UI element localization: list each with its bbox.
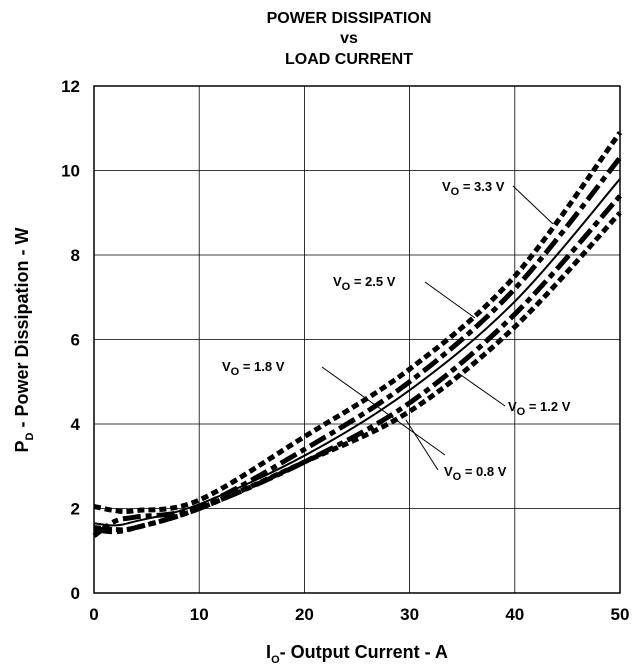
annotation-vo-2-5-main: V [333, 274, 342, 289]
annotation-vo-1-2-main: V [508, 399, 517, 414]
annotation-vo-1-8-main: V [222, 359, 231, 374]
y-tick-labels: 0 2 4 6 8 10 12 [61, 77, 80, 603]
annotation-vo-0-8-rest: = 0.8 V [461, 464, 506, 479]
x-axis-label-subscript: O [271, 654, 280, 666]
x-tick-label-0: 0 [89, 605, 98, 624]
annotation-vo-0-8-sub: O [453, 471, 462, 483]
y-tick-label-10: 10 [61, 162, 80, 181]
x-tick-labels: 0 10 20 30 40 50 [89, 605, 629, 624]
chart-title-line-1: POWER DISSIPATION [267, 10, 432, 27]
annotation-leader-4 [405, 419, 439, 471]
x-axis-label-rest: - Output Current - A [280, 642, 448, 662]
x-tick-label-40: 40 [505, 605, 524, 624]
chart-title: POWER DISSIPATION vs LOAD CURRENT [267, 10, 432, 68]
x-axis-label-main: I [266, 642, 271, 662]
series-line-2 [93, 178, 621, 527]
x-tick-label-50: 50 [611, 605, 630, 624]
annotation-vo-2-5-sub: O [342, 281, 351, 293]
annotation-leader-1 [424, 281, 476, 319]
x-tick-label-10: 10 [190, 605, 209, 624]
y-tick-label-0: 0 [71, 584, 80, 603]
plot-area-frame [93, 85, 621, 594]
series-line-1 [93, 194, 622, 535]
annotation-vo-3-3-sub: O [451, 186, 460, 198]
y-axis-label: PD - Power Dissipation - W [12, 227, 36, 452]
chart-title-line-3: LOAD CURRENT [285, 51, 413, 68]
y-tick-label-2: 2 [71, 500, 80, 519]
annotation-vo-0-8: VO = 0.8 V [444, 464, 507, 483]
annotation-vo-1-2-sub: O [517, 406, 526, 418]
annotation-vo-2-5-rest: = 2.5 V [350, 274, 395, 289]
annotation-vo-1-2: VO = 1.2 V [508, 399, 571, 418]
x-axis-label: IO- Output Current - A [266, 642, 448, 666]
y-tick-label-4: 4 [71, 415, 81, 434]
x-tick-label-20: 20 [295, 605, 314, 624]
y-tick-label-6: 6 [71, 331, 80, 350]
y-axis-label-subscript: D [24, 432, 36, 440]
series-layer [92, 131, 623, 539]
annotation-vo-1-8: VO = 1.8 V [222, 359, 285, 378]
annotation-leader-3 [457, 372, 506, 407]
annotation-vo-0-8-main: V [444, 464, 453, 479]
series-line-3 [92, 156, 622, 539]
annotation-vo-2-5: VO = 2.5 V [333, 274, 396, 293]
annotation-leader-0 [512, 185, 554, 225]
annotation-vo-1-8-sub: O [231, 366, 240, 378]
annotation-leaders [321, 185, 554, 471]
x-tick-label-30: 30 [400, 605, 419, 624]
annotation-leader-2 [321, 366, 446, 456]
annotation-vo-1-2-rest: = 1.2 V [525, 399, 570, 414]
y-axis-label-rest: - Power Dissipation - W [12, 227, 32, 432]
annotation-vo-3-3: VO = 3.3 V [442, 179, 505, 198]
annotation-vo-1-8-rest: = 1.8 V [239, 359, 284, 374]
series-line-4 [93, 131, 623, 515]
y-tick-label-8: 8 [71, 246, 80, 265]
annotation-vo-3-3-rest: = 3.3 V [459, 179, 504, 194]
annotation-vo-3-3-main: V [442, 179, 451, 194]
chart-title-line-2: vs [340, 30, 358, 47]
y-axis-label-main: P [12, 440, 32, 452]
y-tick-label-12: 12 [61, 77, 80, 96]
